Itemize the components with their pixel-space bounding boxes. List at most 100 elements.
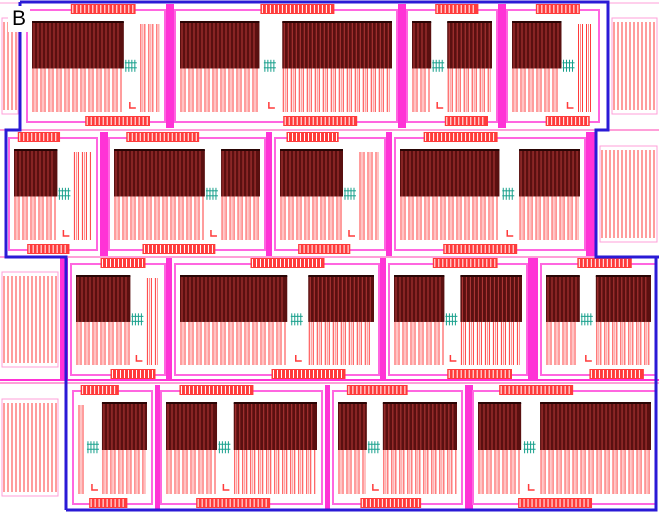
separator-4 [266, 132, 272, 256]
contact-bar-top [70, 4, 136, 14]
teal-contact-icon [131, 313, 144, 326]
cell-r2-c2 [174, 258, 380, 379]
separator-7 [60, 258, 68, 381]
teal-contact-icon [502, 187, 515, 200]
selection-outline [4, 0, 659, 512]
teal-contact-icon [344, 187, 356, 200]
cell-r2-c4 [540, 258, 657, 379]
teal-contact-icon [580, 313, 593, 326]
cell-r0-c1 [26, 4, 166, 126]
cell-r0-c2 [174, 4, 398, 126]
cell-r3-c2 [160, 385, 323, 508]
contact-bar-top [179, 385, 254, 395]
cell-r1-c4 [599, 145, 658, 243]
contact-bar-bottom [443, 244, 518, 254]
corner-marker [268, 102, 275, 109]
cell-r3-c0 [1, 398, 59, 497]
poly-block [180, 22, 260, 69]
poly-block [460, 276, 522, 322]
teal-contact-icon [263, 59, 276, 72]
poly-block [512, 22, 562, 69]
contact-bar-bottom [89, 498, 128, 508]
corner-marker [135, 355, 143, 362]
poly-block [282, 22, 392, 69]
corner-marker [506, 230, 514, 237]
corner-marker [436, 102, 444, 109]
teal-contact-icon [562, 59, 575, 72]
contact-bar-bottom [27, 244, 70, 254]
panel-label: B [8, 6, 30, 32]
separator-12 [325, 385, 330, 510]
teal-contact-icon [86, 441, 99, 454]
cell-r1-c1 [108, 132, 266, 254]
contact-bar-top [260, 4, 335, 14]
teal-contact-icon [205, 187, 218, 200]
contact-bar-bottom [283, 116, 358, 126]
teal-contact-icon [523, 441, 536, 454]
poly-block [546, 276, 580, 322]
cell-r1-c0 [8, 132, 98, 254]
corner-marker [91, 484, 98, 491]
contact-bar-top [577, 258, 632, 268]
corner-marker [62, 230, 70, 237]
corner-marker [348, 230, 355, 237]
edge-outline [611, 17, 658, 115]
contact-bar-top [423, 132, 498, 142]
poly-block [308, 276, 374, 322]
contact-bar-top [126, 132, 200, 142]
separator-5 [386, 132, 392, 256]
cell-r3-c4 [472, 385, 657, 508]
teal-contact-icon [124, 59, 137, 72]
contact-bar-top [432, 258, 498, 268]
contact-bar-top [80, 385, 119, 395]
cell-r0-c0 [1, 17, 19, 115]
contact-bar-bottom [142, 244, 216, 254]
poly-block [382, 403, 457, 450]
contact-bar-top [250, 258, 325, 268]
corner-marker [449, 355, 457, 362]
corner-marker [129, 102, 136, 109]
poly-block [76, 276, 131, 322]
cell-r0-c4 [506, 4, 600, 126]
corner-marker [566, 102, 574, 109]
corner-marker [222, 484, 230, 491]
teal-contact-icon [432, 59, 445, 72]
contact-bar-bottom [447, 369, 512, 379]
separator-3 [100, 132, 108, 256]
contact-bar-top [17, 132, 61, 142]
cell-r2-c1 [70, 258, 166, 379]
corner-marker [585, 355, 592, 362]
corner-marker [527, 484, 535, 491]
separator-10 [528, 258, 538, 381]
separator-6 [586, 132, 596, 256]
separator-0 [166, 4, 174, 128]
separator-13 [465, 385, 473, 510]
cell-r1-c3 [394, 132, 586, 254]
contact-bar-bottom [518, 498, 593, 508]
teal-contact-icon [290, 313, 303, 326]
cell-r0-c5 [611, 17, 658, 115]
contact-bar-top [499, 385, 574, 395]
separator-8 [166, 258, 172, 381]
poly-block [114, 150, 205, 197]
teal-contact-icon [445, 313, 458, 326]
separator-11 [155, 385, 160, 510]
contact-bar-bottom [196, 498, 271, 508]
contact-bar-bottom [589, 369, 644, 379]
cell-r1-c2 [274, 132, 386, 254]
cell-r3-c1 [72, 385, 153, 508]
edge-outline [1, 398, 59, 497]
cell-r3-c3 [332, 385, 463, 508]
separator-9 [380, 258, 386, 381]
edge-outline [1, 271, 59, 368]
contact-bar-bottom [271, 369, 346, 379]
cell-r2-c0 [1, 271, 59, 368]
edge-outline [599, 145, 658, 243]
corner-marker [210, 230, 217, 237]
separator-2 [498, 4, 506, 128]
corner-marker [372, 484, 379, 491]
contact-bar-bottom [85, 116, 150, 126]
teal-contact-icon [218, 441, 231, 454]
poly-block [595, 276, 651, 322]
